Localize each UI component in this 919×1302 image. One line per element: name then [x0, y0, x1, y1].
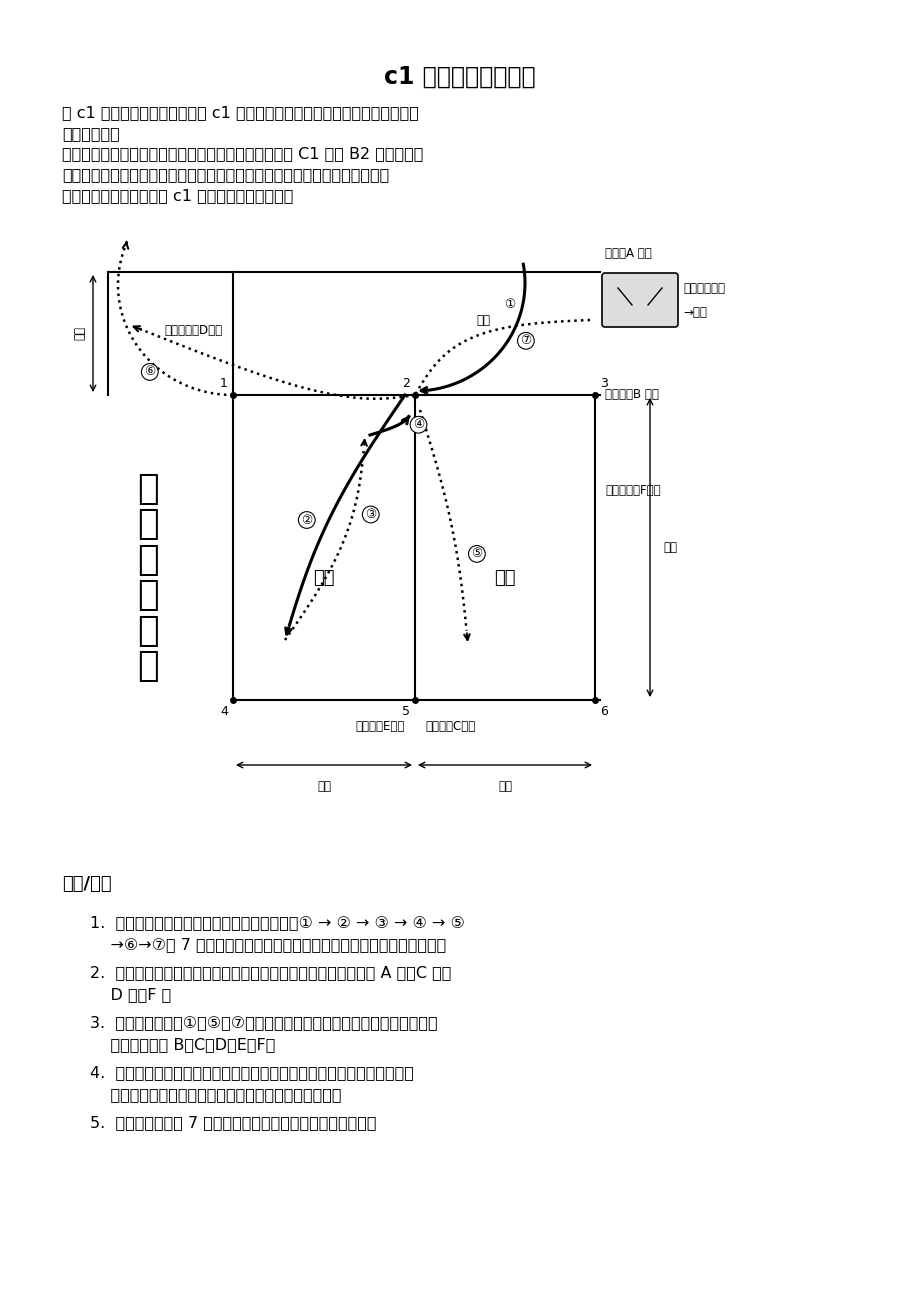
Text: ⑥: ⑥ — [144, 366, 155, 379]
Text: 倒桩移库技巧是驾驶员考试中的一项重要科目，无论是 C1 还是 B2 都是必考项: 倒桩移库技巧是驾驶员考试中的一项重要科目，无论是 C1 还是 B2 都是必考项 — [62, 146, 423, 161]
Text: ⑦: ⑦ — [520, 335, 531, 348]
Text: 桩宽: 桩宽 — [497, 780, 512, 793]
FancyBboxPatch shape — [601, 273, 677, 327]
Text: 区别了。本文主要讲解了 c1 考试的倒桩移库技巧。: 区别了。本文主要讲解了 c1 考试的倒桩移库技巧。 — [62, 187, 293, 203]
Text: D 线、F 线: D 线、F 线 — [90, 987, 171, 1003]
Text: 反之）而停将车辆外，其余停将车辆为违规停将车辆。: 反之）而停将车辆外，其余停将车辆为违规停将车辆。 — [90, 1087, 341, 1101]
Text: 库中线（E线）: 库中线（E线） — [356, 720, 404, 733]
Text: 6: 6 — [599, 704, 607, 717]
Text: 库端线（B 线）: 库端线（B 线） — [605, 388, 658, 401]
Text: ④: ④ — [413, 418, 424, 431]
Text: 3.  将车辆辆在完成①、⑤、⑦步骤停止时，将车辆身任何部位垂直投影不得: 3. 将车辆辆在完成①、⑤、⑦步骤停止时，将车辆身任何部位垂直投影不得 — [90, 1016, 437, 1030]
Text: 了行驶轨迹。: 了行驶轨迹。 — [62, 126, 119, 141]
Text: 倒
桩
移
库
图
解: 倒 桩 移 库 图 解 — [137, 473, 159, 682]
Text: 4.  考试期间除按规定线路行驶需改变将车辆行方向（由倒将车辆改前行或: 4. 考试期间除按规定线路行驶需改变将车辆行方向（由倒将车辆改前行或 — [90, 1065, 414, 1079]
Text: 3: 3 — [599, 378, 607, 391]
Text: 起点（车头）: 起点（车头） — [682, 281, 724, 294]
Text: ②: ② — [301, 513, 312, 526]
Text: ③: ③ — [365, 508, 376, 521]
Text: 步骤/方法: 步骤/方法 — [62, 875, 111, 893]
Text: 甲库边线（F线）: 甲库边线（F线） — [605, 483, 660, 496]
Text: 边线（A 线）: 边线（A 线） — [605, 247, 651, 260]
Text: 1.  在考试过程中，考将车辆的行驶轨迹必须按① → ② → ③ → ④ → ⑤: 1. 在考试过程中，考将车辆的行驶轨迹必须按① → ② → ③ → ④ → ⑤ — [90, 915, 464, 930]
Text: 2: 2 — [402, 378, 410, 391]
Text: 目，不过略有区别，由于两者所准驾车型不同，所以考试场地的设置也就略有: 目，不过略有区别，由于两者所准驾车型不同，所以考试场地的设置也就略有 — [62, 167, 389, 182]
Text: 柱长: 柱长 — [663, 542, 676, 553]
Text: →⑥→⑦这 7 个轨迹顺序行驶，其中每个轨迹都是单向倒将车辆或前进。: →⑥→⑦这 7 个轨迹顺序行驶，其中每个轨迹都是单向倒将车辆或前进。 — [90, 937, 446, 952]
Text: 1: 1 — [220, 378, 228, 391]
Text: 车尾: 车尾 — [475, 314, 490, 327]
Text: 5.  考试合格标准第 7 条是指不得在将车辆辆停止时打方向盘。: 5. 考试合格标准第 7 条是指不得在将车辆辆停止时打方向盘。 — [90, 1115, 376, 1130]
Text: 在 c1 倒桩移库技巧图解中，将 c1 倒桩移库技巧分解进行讲解，并为大家画出: 在 c1 倒桩移库技巧图解中，将 c1 倒桩移库技巧分解进行讲解，并为大家画出 — [62, 105, 418, 120]
Text: ①: ① — [504, 298, 515, 311]
Text: →考车: →考车 — [682, 306, 706, 319]
Text: 压、超库位线 B、C、D、E、F。: 压、超库位线 B、C、D、E、F。 — [90, 1036, 275, 1052]
Text: c1 倒桩移库技巧图解: c1 倒桩移库技巧图解 — [384, 65, 535, 89]
Text: 库底线（C线）: 库底线（C线） — [425, 720, 475, 733]
Text: 乙库: 乙库 — [312, 569, 335, 586]
Text: ⑤: ⑤ — [471, 547, 482, 560]
Text: 2.  将车辆身出线：在考试过程中考将车辆的任何部分都不能越过 A 线、C 线、: 2. 将车辆身出线：在考试过程中考将车辆的任何部分都不能越过 A 线、C 线、 — [90, 965, 451, 980]
Text: 4: 4 — [220, 704, 228, 717]
Text: 甲库: 甲库 — [494, 569, 516, 586]
Text: 乙库边线（D线）: 乙库边线（D线） — [165, 323, 222, 336]
Text: 路宽: 路宽 — [74, 327, 86, 341]
Text: 5: 5 — [402, 704, 410, 717]
Text: 桩宽: 桩宽 — [317, 780, 331, 793]
